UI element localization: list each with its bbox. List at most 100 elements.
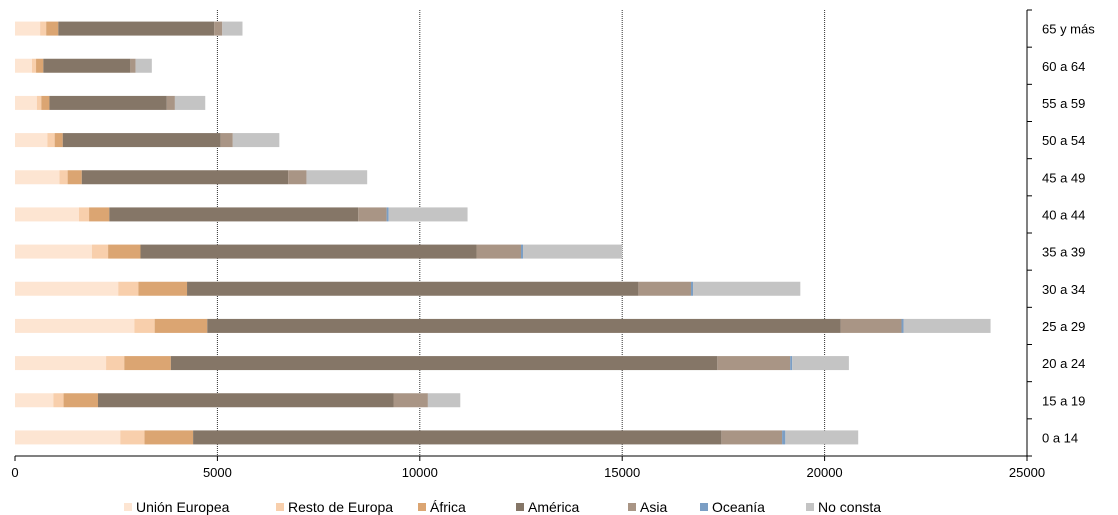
legend-label-6: No consta bbox=[818, 499, 881, 515]
bar-segment-10-3 bbox=[97, 393, 394, 408]
bar-segment-5-0 bbox=[15, 207, 79, 222]
bar-segment-0-6 bbox=[222, 21, 243, 36]
bar-segment-10-2 bbox=[63, 393, 98, 408]
category-label-3: 50 a 54 bbox=[1042, 133, 1085, 148]
x-axis-ticks: 0 5000 10000 15000 20000 25000 bbox=[11, 465, 1045, 480]
legend-swatch-6 bbox=[806, 503, 814, 511]
bar-segment-6-6 bbox=[523, 244, 623, 259]
bar-segment-2-4 bbox=[166, 95, 175, 110]
bar-segment-1-3 bbox=[43, 58, 131, 73]
bar-segment-8-0 bbox=[15, 318, 135, 333]
bar-segment-8-2 bbox=[154, 318, 208, 333]
bar-segment-5-3 bbox=[109, 207, 359, 222]
bar-segment-5-1 bbox=[78, 207, 90, 222]
category-label-7: 30 a 34 bbox=[1042, 282, 1085, 297]
category-label-6: 35 a 39 bbox=[1042, 245, 1085, 260]
x-tick-label-1: 5000 bbox=[203, 465, 232, 480]
bar-segment-6-3 bbox=[140, 244, 477, 259]
legend-label-0: Unión Europea bbox=[136, 499, 230, 515]
bar-segment-11-5 bbox=[782, 430, 786, 445]
bar-segment-2-3 bbox=[49, 95, 167, 110]
bar-segment-4-6 bbox=[306, 170, 368, 185]
legend-label-5: Oceanía bbox=[712, 499, 765, 515]
bar-segment-2-2 bbox=[41, 95, 50, 110]
legend-swatch-5 bbox=[700, 503, 708, 511]
bar-segment-11-4 bbox=[721, 430, 783, 445]
bar-segment-8-3 bbox=[207, 318, 841, 333]
bar-segment-1-2 bbox=[36, 58, 44, 73]
bar-segment-3-3 bbox=[62, 133, 221, 148]
bar-segment-0-0 bbox=[15, 21, 41, 36]
bar-segment-9-0 bbox=[15, 356, 107, 371]
bar-segment-5-6 bbox=[388, 207, 468, 222]
bar-segment-8-6 bbox=[903, 318, 991, 333]
bar-segment-0-4 bbox=[214, 21, 223, 36]
legend-label-2: África bbox=[430, 499, 466, 515]
bar-segment-7-2 bbox=[138, 281, 188, 296]
bar-segment-6-1 bbox=[91, 244, 109, 259]
x-tick-label-0: 0 bbox=[11, 465, 18, 480]
category-label-2: 55 a 59 bbox=[1042, 96, 1085, 111]
bar-segment-11-1 bbox=[120, 430, 145, 445]
category-label-10: 15 a 19 bbox=[1042, 393, 1085, 408]
bar-segment-8-1 bbox=[134, 318, 155, 333]
category-label-8: 25 a 29 bbox=[1042, 319, 1085, 334]
axes bbox=[14, 9, 1032, 461]
bar-segment-11-3 bbox=[193, 430, 722, 445]
bar-segment-4-1 bbox=[59, 170, 68, 185]
legend-swatch-3 bbox=[516, 503, 524, 511]
bar-segment-3-6 bbox=[232, 133, 280, 148]
category-label-11: 0 a 14 bbox=[1042, 430, 1078, 445]
category-label-4: 45 a 49 bbox=[1042, 170, 1085, 185]
bar-segment-11-6 bbox=[785, 430, 859, 445]
bar-segment-6-4 bbox=[476, 244, 521, 259]
bar-segment-9-5 bbox=[790, 356, 793, 371]
category-label-0: 65 y más bbox=[1042, 22, 1095, 37]
bar-segment-9-4 bbox=[717, 356, 791, 371]
bar-segment-7-4 bbox=[638, 281, 692, 296]
bar-segment-6-0 bbox=[15, 244, 92, 259]
bar-segment-4-3 bbox=[81, 170, 289, 185]
bar-segment-9-1 bbox=[106, 356, 125, 371]
bar-segment-1-1 bbox=[32, 58, 37, 73]
bar-segment-1-4 bbox=[130, 58, 136, 73]
bar-segment-10-6 bbox=[427, 393, 461, 408]
bar-segment-3-2 bbox=[54, 133, 63, 148]
legend-label-3: América bbox=[528, 499, 580, 515]
grid-lines bbox=[216, 10, 826, 456]
bar-segment-5-2 bbox=[89, 207, 110, 222]
bar-segment-2-6 bbox=[174, 95, 206, 110]
bar-segment-10-4 bbox=[393, 393, 428, 408]
bar-segment-5-5 bbox=[386, 207, 389, 222]
bar-segment-9-6 bbox=[792, 356, 849, 371]
category-label-1: 60 a 64 bbox=[1042, 59, 1085, 74]
bar-segment-8-5 bbox=[901, 318, 904, 333]
bar-segment-10-0 bbox=[15, 393, 54, 408]
bar-segment-6-5 bbox=[521, 244, 524, 259]
bar-segment-11-2 bbox=[144, 430, 194, 445]
bar-segment-4-0 bbox=[15, 170, 60, 185]
x-tick-label-2: 10000 bbox=[402, 465, 438, 480]
bar-segment-7-0 bbox=[15, 281, 119, 296]
category-label-9: 20 a 24 bbox=[1042, 356, 1085, 371]
bar-segment-1-6 bbox=[135, 58, 152, 73]
x-tick-label-5: 25000 bbox=[1009, 465, 1045, 480]
bar-segment-0-1 bbox=[40, 21, 47, 36]
category-label-5: 40 a 44 bbox=[1042, 207, 1085, 222]
legend-label-4: Asia bbox=[640, 499, 667, 515]
legend-label-1: Resto de Europa bbox=[288, 499, 393, 515]
bar-segment-7-1 bbox=[118, 281, 139, 296]
bar-segment-6-2 bbox=[108, 244, 141, 259]
bar-segment-3-0 bbox=[15, 133, 48, 148]
bar-segment-10-1 bbox=[53, 393, 64, 408]
bar-segment-2-0 bbox=[15, 95, 37, 110]
bar-segment-9-2 bbox=[124, 356, 171, 371]
bars bbox=[15, 21, 991, 445]
legend-swatch-2 bbox=[418, 503, 426, 511]
category-labels: 65 y más 60 a 64 55 a 59 50 a 54 45 a 49 40 a… bbox=[1042, 22, 1095, 446]
x-tick-label-4: 20000 bbox=[807, 465, 843, 480]
x-tick-label-3: 15000 bbox=[604, 465, 640, 480]
bar-segment-4-4 bbox=[288, 170, 307, 185]
legend-swatch-1 bbox=[276, 503, 284, 511]
